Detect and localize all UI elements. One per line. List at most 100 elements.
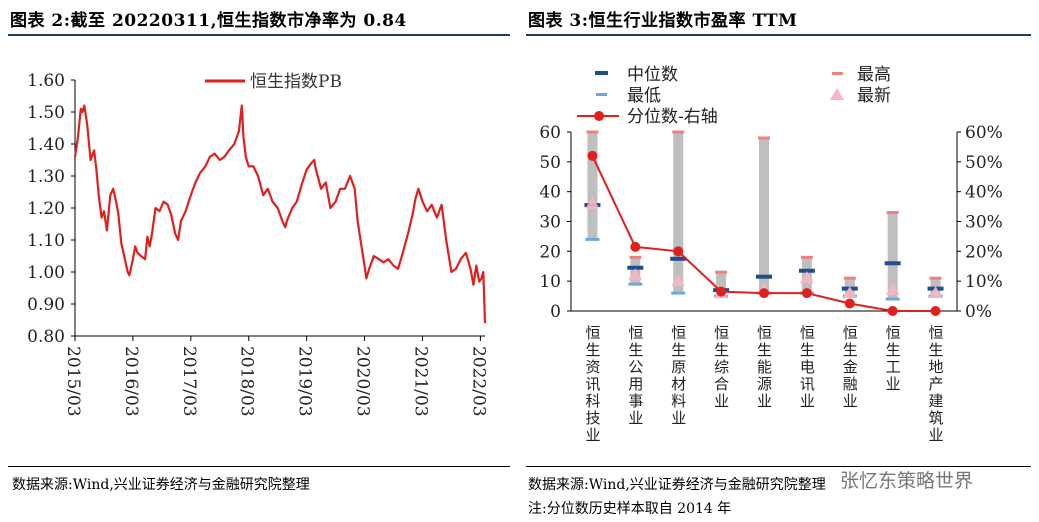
- y-tick-label: 0: [550, 302, 561, 322]
- category-label: 恒生综合业: [712, 325, 730, 410]
- legend-label: 分位数-右轴: [627, 107, 718, 127]
- legend-swatch-low: [596, 93, 607, 96]
- y2-tick-label: 60%: [965, 123, 1003, 143]
- percentile-point: [759, 288, 769, 299]
- y-tick-label: 0.90: [27, 295, 65, 315]
- legend-label: 最新: [857, 86, 891, 106]
- legend-swatch-median: [595, 71, 608, 75]
- high-marker: [715, 270, 728, 274]
- left-chart-title: 图表 2:截至 20220311,恒生指数市净率为 0.84: [10, 11, 407, 31]
- x-tick-label: 2017/03: [179, 346, 199, 417]
- high-marker: [629, 255, 642, 259]
- y2-tick-label: 0%: [965, 302, 992, 322]
- low-marker: [628, 282, 643, 286]
- percentile-point: [930, 306, 941, 316]
- legend-label: 恒生指数PB: [250, 72, 342, 92]
- latest-marker: [585, 196, 600, 209]
- y-tick-label: 1.60: [27, 71, 65, 91]
- y-tick-label: 1.30: [27, 167, 65, 187]
- percentile-point: [887, 306, 898, 316]
- range-bar: [887, 212, 898, 300]
- x-tick-label: 2019/03: [295, 346, 315, 417]
- x-tick-label: 2018/03: [237, 346, 257, 417]
- latest-marker: [671, 274, 686, 287]
- y-tick-label: 1.50: [27, 103, 65, 123]
- range-bar: [716, 272, 727, 297]
- category-label: 恒生原材料业: [669, 325, 687, 427]
- range-bar: [759, 137, 769, 294]
- category-label: 恒生工业: [884, 325, 902, 393]
- category-label: 恒生能源业: [755, 325, 773, 410]
- y-tick-label: 1.10: [27, 231, 65, 251]
- median-marker: [670, 256, 687, 261]
- y2-tick-label: 10%: [965, 272, 1003, 292]
- latest-marker: [628, 268, 643, 281]
- y2-tick-label: 30%: [965, 213, 1003, 233]
- range-bar: [587, 132, 598, 240]
- latest-marker: [799, 271, 814, 284]
- x-tick-label: 2022/03: [468, 346, 488, 417]
- high-marker: [800, 255, 813, 259]
- y-tick-label: 1.40: [27, 135, 65, 155]
- percentile-point: [673, 246, 684, 257]
- high-marker: [886, 211, 899, 215]
- left-footer-rule: [8, 466, 510, 467]
- category-label: 恒生地产建筑业: [927, 325, 945, 444]
- high-marker: [929, 276, 942, 280]
- high-marker: [843, 276, 856, 280]
- y2-tick-label: 20%: [965, 242, 1003, 262]
- legend-label: 中位数: [627, 65, 678, 85]
- y-tick-label: 60: [539, 123, 561, 143]
- latest-marker: [885, 283, 900, 296]
- percentile-point: [844, 298, 855, 309]
- x-tick-label: 2021/03: [410, 346, 430, 417]
- latest-marker: [928, 286, 943, 299]
- legend-swatch-latest: [830, 88, 844, 100]
- category-label: 恒生金融业: [841, 325, 859, 410]
- right-chart-title: 图表 3:恒生行业指数市盈率 TTM: [528, 11, 798, 31]
- high-marker: [758, 136, 770, 140]
- median-marker: [798, 268, 815, 273]
- y-tick-label: 40: [539, 183, 561, 203]
- legend-label: 最高: [857, 65, 891, 85]
- right-note-text: 注:分位数历史样本取自 2014 年: [528, 501, 732, 517]
- percentile-point: [587, 150, 598, 161]
- x-tick-label: 2020/03: [353, 346, 373, 417]
- legend-swatch-percentile-dot: [594, 111, 604, 121]
- x-tick-label: 2016/03: [121, 346, 141, 417]
- category-label: 恒生资讯科技业: [583, 325, 601, 444]
- pb-series-line: [73, 104, 487, 324]
- y-tick-label: 1.00: [27, 263, 65, 283]
- y2-tick-label: 40%: [965, 183, 1003, 203]
- high-marker: [672, 130, 685, 134]
- median-marker: [756, 274, 772, 279]
- y-tick-label: 50: [539, 153, 561, 173]
- y-tick-label: 10: [539, 272, 561, 292]
- category-label: 恒生电讯业: [798, 325, 816, 410]
- watermark-text: 张忆东策略世界: [840, 470, 974, 492]
- pe-range-chart: 60 50 40 30 20 10 0 60% 50% 40% 30% 20% 10% 0% 恒生资讯科技业…: [539, 65, 1003, 444]
- percentile-point: [716, 286, 727, 297]
- latest-marker: [842, 286, 857, 299]
- right-source-text: 数据来源:Wind,兴业证券经济与金融研究院整理: [528, 477, 826, 493]
- low-marker: [671, 291, 686, 295]
- y2-tick-label: 50%: [965, 153, 1003, 173]
- range-bar: [673, 132, 684, 294]
- percentile-point: [630, 241, 641, 252]
- right-title-rule: [526, 34, 1031, 36]
- legend-label: 最低: [627, 86, 661, 106]
- percentile-point: [801, 288, 812, 299]
- left-title-rule: [8, 34, 510, 36]
- left-source-text: 数据来源:Wind,兴业证券经济与金融研究院整理: [12, 477, 310, 493]
- y-tick-label: 20: [539, 242, 561, 262]
- high-marker: [586, 130, 599, 134]
- low-marker: [885, 297, 900, 301]
- pb-line-chart: 1.60 1.50 1.40 1.30 1.20 1.10 1.00 0.90 0.802015…: [27, 71, 488, 417]
- y-tick-label: 0.80: [27, 327, 65, 347]
- legend-swatch-high: [832, 72, 843, 75]
- low-marker: [585, 237, 600, 241]
- y-tick-label: 30: [539, 213, 561, 233]
- median-marker: [627, 265, 644, 270]
- y-tick-label: 1.20: [27, 199, 65, 219]
- right-footer-rule: [526, 466, 1031, 467]
